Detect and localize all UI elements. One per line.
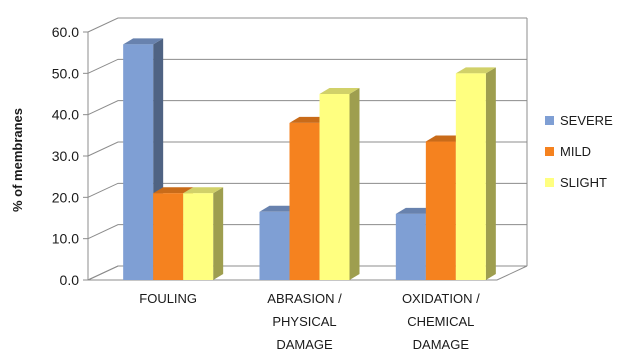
bar-top [183,187,224,194]
legend-swatch [545,178,554,187]
bar-side [349,88,360,280]
y-axis-title: % of membranes [10,108,25,212]
legend-item-severe: SEVERE [545,113,613,128]
y-tick-label: 60.0 [52,24,79,40]
legend-swatch [545,116,554,125]
bar-top [319,88,360,94]
bar-top [153,187,194,194]
bar-front [183,193,214,280]
bar-slight [455,67,496,280]
x-axis-labels: FOULING ABRASION / PHYSICAL DAMAGE OXIDATION… [139,291,480,352]
gridline [87,58,527,74]
y-tick-label: 50.0 [52,65,79,81]
x-category-label: CHEMICAL [407,314,474,329]
legend-label: MILD [560,144,591,159]
gridline [87,182,527,198]
legend-item-slight: SLIGHT [545,175,607,190]
y-axis-ticks: 0.0 10.0 20.0 30.0 40.0 50.0 60.0 [52,24,79,288]
gridline [87,265,527,281]
bar-front [455,73,486,280]
x-category-label: PHYSICAL [272,314,336,329]
gridlines [83,17,527,281]
bar-slight [183,187,224,280]
bar-front [319,94,350,280]
legend: SEVERE MILD SLIGHT [545,113,613,190]
x-category-label: FOULING [139,291,197,306]
legend-label: SEVERE [560,113,613,128]
bar-top [455,67,496,74]
bar-front [395,213,426,280]
x-category-label: DAMAGE [413,337,470,350]
bar-front [425,141,456,280]
bar-front [153,193,184,280]
x-category-label: ABRASION / [267,291,342,306]
y-tick-label: 20.0 [52,189,79,205]
x-category-label: OXIDATION / [402,291,480,306]
legend-item-mild: MILD [545,144,591,159]
gridline [87,224,527,240]
x-category-label: DAMAGE [276,337,333,350]
gridline [87,141,527,157]
y-tick-label: 40.0 [52,107,79,123]
bar-side [485,67,496,280]
y-tick-label: 0.0 [60,272,80,288]
legend-label: SLIGHT [560,175,607,190]
y-tick-label: 30.0 [52,148,79,164]
bars [123,38,496,281]
y-tick-label: 10.0 [52,231,79,247]
legend-swatch [545,147,554,156]
bar-side [213,187,224,280]
gridline [87,100,527,116]
bar-front [289,122,320,280]
bar-top [123,38,164,45]
bar-front [123,44,154,281]
bar-front [259,211,290,280]
gridline [87,17,527,33]
bar-slight [319,88,360,280]
